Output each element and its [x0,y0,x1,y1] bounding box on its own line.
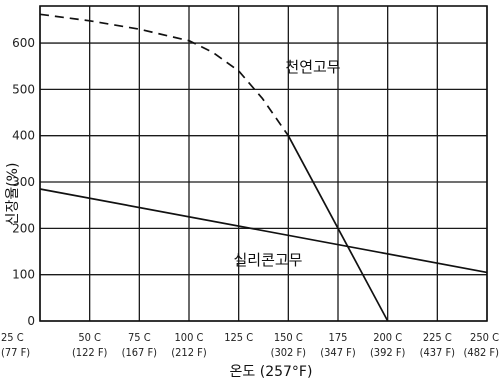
x-tick-label: 250 C [470,331,499,344]
x-tick-sublabel: (167 F) [122,346,158,359]
x-tick-label: 200 C [373,331,402,344]
x-tick-sublabel: (437 F) [420,346,456,359]
series-label-natural-rubber: 천연고무 [285,58,340,76]
x-axis-label: 온도 (257°F) [230,364,313,380]
plot-frame [39,5,488,322]
series-line-0-segment-1 [287,135,389,322]
x-tick-sublabel: (482 F) [464,346,500,359]
x-tick-label: 100 C [175,331,204,344]
y-tick-label: 0 [27,314,35,328]
x-tick-label: 75 C [128,331,151,344]
x-tick-label: 150 C [274,331,303,344]
x-tick-label: 50 C [78,331,101,344]
x-tick-sublabel: (212 F) [171,346,207,359]
x-tick-label: 225 C [423,331,452,344]
series-layer [39,13,488,322]
y-tick-label: 600 [12,36,35,50]
y-tick-label: 500 [12,82,35,96]
series-line-1-segment-0 [39,188,488,274]
x-tick-sublabel: (77 F) [1,346,30,359]
y-axis-label: 신장율(%) [5,163,21,226]
y-tick-labels: 0 100 200 300 400 500 600 [12,36,35,328]
x-tick-labels: 25 C (77 F) 50 C (122 F) 75 C (167 F) 100 C (21… [1,331,499,359]
x-tick-label: 125 C [224,331,253,344]
x-tick-sublabel: (302 F) [271,346,307,359]
x-tick-sublabel: (122 F) [72,346,108,359]
x-tick-label: 175 [329,331,348,344]
y-tick-label: 200 [12,221,35,235]
y-tick-label: 400 [12,129,35,143]
x-tick-sublabel: (392 F) [370,346,406,359]
series-label-silicone-rubber: 실리콘고무 [233,251,302,269]
series-line-0-segment-0 [39,13,289,137]
x-tick-sublabel: (347 F) [320,346,356,359]
x-tick-label: 25 C [1,331,24,344]
y-tick-label: 100 [12,268,35,282]
y-tick-label: 300 [12,175,35,189]
